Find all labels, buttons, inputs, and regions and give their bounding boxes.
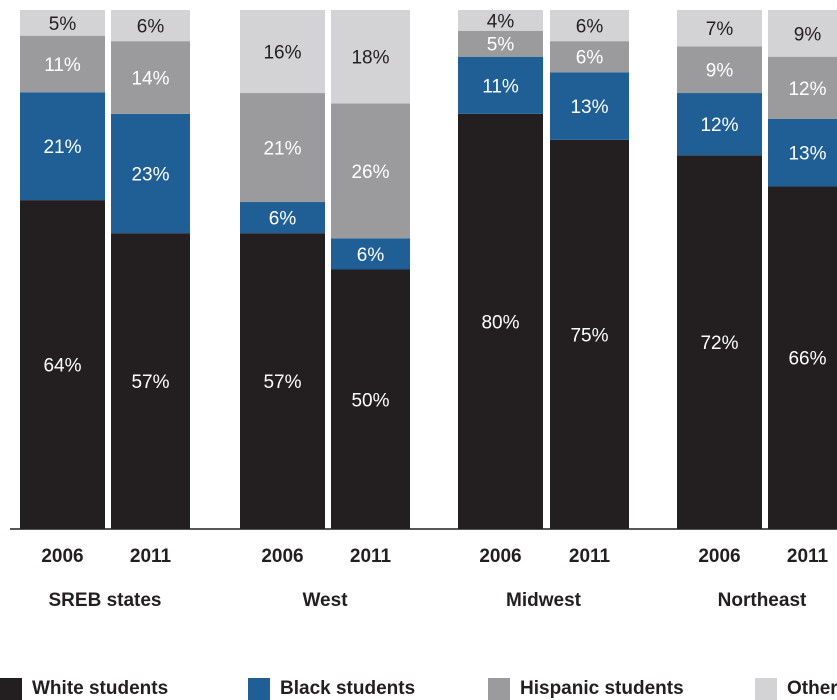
data-label-white-6: 72% bbox=[700, 333, 738, 354]
bar-segment-other-0 bbox=[20, 10, 105, 36]
legend-item-other: Other bbox=[755, 677, 837, 700]
data-labels-layer: 64% 21% 11% 5% 57% 23% 14% 6% 57% 6% 21% 16% 50% 6% 26… bbox=[43, 11, 826, 411]
bar-segment-other-3 bbox=[331, 10, 410, 104]
x-axis-labels-layer: 2006 2011 2006 2011 2006 2011 2006 2011 SREB sta… bbox=[41, 546, 828, 611]
legend-label-other: Other bbox=[787, 677, 837, 699]
legend: White students Black students Hispanic s… bbox=[0, 677, 837, 700]
data-label-white-5: 75% bbox=[570, 325, 608, 346]
data-label-hispanic-6: 9% bbox=[706, 61, 734, 82]
data-label-other-3: 18% bbox=[351, 48, 389, 69]
data-label-other-1: 6% bbox=[137, 17, 165, 38]
bar-segment-hispanic-0 bbox=[20, 35, 105, 93]
data-label-hispanic-5: 6% bbox=[576, 48, 604, 69]
legend-label-hispanic: Hispanic students bbox=[520, 677, 684, 699]
data-label-black-7: 13% bbox=[788, 144, 826, 165]
bar-segment-hispanic-2 bbox=[240, 93, 325, 203]
data-label-hispanic-7: 12% bbox=[788, 79, 826, 100]
group-label-2: Midwest bbox=[506, 590, 582, 611]
bar-segment-hispanic-3 bbox=[331, 103, 410, 239]
data-label-other-0: 5% bbox=[49, 14, 77, 35]
data-label-other-6: 7% bbox=[706, 19, 734, 40]
x-tick-label-1: 2011 bbox=[130, 546, 172, 567]
data-label-black-3: 6% bbox=[357, 245, 385, 266]
data-label-hispanic-1: 14% bbox=[131, 68, 169, 89]
bar-segment-black-5 bbox=[550, 72, 629, 140]
legend-item-hispanic: Hispanic students bbox=[488, 677, 684, 700]
data-label-black-0: 21% bbox=[43, 137, 81, 158]
x-tick-label-3: 2011 bbox=[350, 546, 392, 567]
bar-segment-black-1 bbox=[111, 113, 190, 234]
bar-segment-white-6 bbox=[677, 155, 762, 529]
bar-segment-other-2 bbox=[240, 10, 325, 94]
bar-segment-black-6 bbox=[677, 93, 762, 156]
legend-swatch-black bbox=[248, 677, 270, 700]
bar-segment-other-4 bbox=[458, 10, 543, 31]
data-label-black-5: 13% bbox=[570, 97, 608, 118]
bar-segment-black-3 bbox=[331, 238, 410, 270]
legend-label-white: White students bbox=[32, 677, 169, 699]
bar-segment-white-2 bbox=[240, 233, 325, 530]
bar-segment-white-3 bbox=[331, 269, 410, 529]
group-label-3: Northeast bbox=[718, 590, 807, 611]
bar-segment-other-5 bbox=[550, 10, 629, 42]
bar-segment-white-4 bbox=[458, 113, 543, 530]
bar-segment-hispanic-4 bbox=[458, 30, 543, 57]
data-label-white-4: 80% bbox=[481, 312, 519, 333]
bar-segment-black-4 bbox=[458, 56, 543, 114]
data-label-white-2: 57% bbox=[263, 372, 301, 393]
x-tick-label-7: 2011 bbox=[787, 546, 829, 567]
legend-item-black: Black students bbox=[248, 677, 415, 700]
data-label-black-4: 11% bbox=[482, 76, 519, 97]
bar-segment-black-0 bbox=[20, 92, 105, 201]
bar-segment-other-1 bbox=[111, 10, 190, 42]
bar-segment-other-7 bbox=[768, 10, 837, 57]
data-label-white-1: 57% bbox=[131, 372, 169, 393]
data-label-hispanic-3: 26% bbox=[351, 162, 389, 183]
bar-segment-hispanic-1 bbox=[111, 41, 190, 114]
data-label-other-4: 4% bbox=[487, 11, 515, 32]
bars-layer bbox=[20, 10, 837, 530]
legend-swatch-white bbox=[0, 677, 22, 700]
data-label-other-2: 16% bbox=[263, 43, 301, 64]
bar-segment-white-0 bbox=[20, 200, 105, 529]
bar-segment-hispanic-6 bbox=[677, 46, 762, 94]
x-tick-label-5: 2011 bbox=[569, 546, 611, 567]
data-label-other-5: 6% bbox=[576, 17, 604, 38]
x-tick-label-0: 2006 bbox=[41, 546, 83, 567]
bar-segment-black-7 bbox=[768, 118, 837, 187]
data-label-hispanic-0: 11% bbox=[44, 55, 81, 76]
bar-segment-hispanic-5 bbox=[550, 41, 629, 73]
data-label-black-6: 12% bbox=[700, 115, 738, 136]
data-label-black-1: 23% bbox=[131, 164, 169, 185]
data-label-other-7: 9% bbox=[794, 24, 822, 45]
data-label-white-0: 64% bbox=[43, 356, 81, 377]
stacked-bar-chart: 64% 21% 11% 5% 57% 23% 14% 6% 57% 6% 21% 16% 50% 6% 26… bbox=[10, 10, 837, 611]
data-label-white-7: 66% bbox=[788, 349, 826, 370]
data-label-hispanic-4: 5% bbox=[487, 35, 515, 56]
bar-segment-white-5 bbox=[550, 139, 629, 529]
bar-segment-other-6 bbox=[677, 10, 762, 47]
bar-segment-white-7 bbox=[768, 186, 837, 529]
data-label-hispanic-2: 21% bbox=[263, 139, 301, 160]
data-label-black-2: 6% bbox=[269, 209, 297, 230]
group-label-0: SREB states bbox=[49, 590, 162, 611]
x-tick-label-6: 2006 bbox=[698, 546, 740, 567]
legend-label-black: Black students bbox=[280, 677, 416, 699]
legend-item-white: White students bbox=[0, 677, 168, 700]
x-tick-label-4: 2006 bbox=[479, 546, 521, 567]
group-label-1: West bbox=[302, 590, 348, 611]
legend-swatch-other bbox=[755, 677, 777, 700]
bar-segment-white-1 bbox=[111, 233, 190, 530]
x-tick-label-2: 2006 bbox=[261, 546, 303, 567]
bar-segment-black-2 bbox=[240, 202, 325, 234]
bar-segment-hispanic-7 bbox=[768, 56, 837, 119]
data-label-white-3: 50% bbox=[351, 390, 389, 411]
legend-swatch-hispanic bbox=[488, 677, 510, 700]
